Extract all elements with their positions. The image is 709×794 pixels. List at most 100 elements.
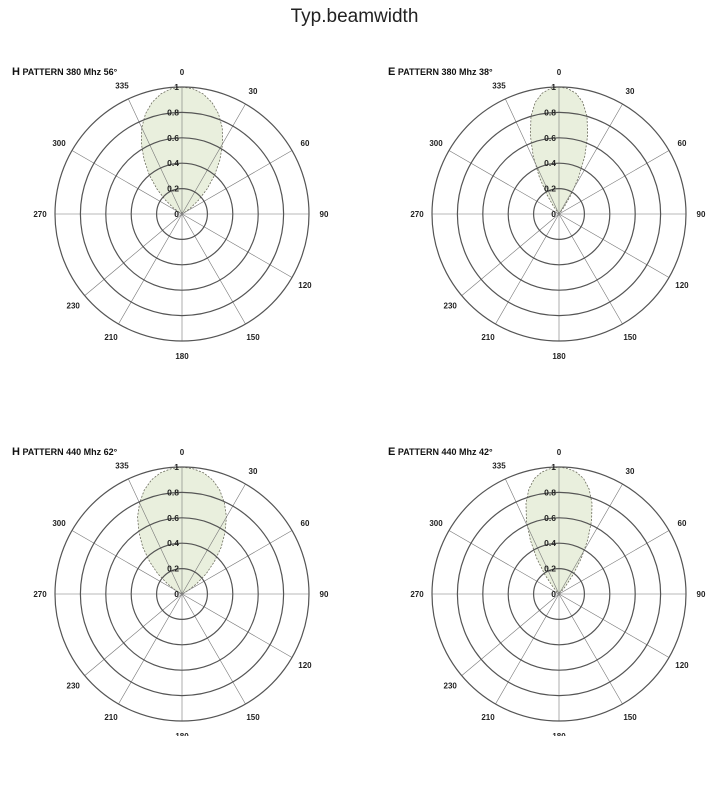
angle-label-60: 60 bbox=[301, 519, 310, 528]
angle-label-120: 120 bbox=[298, 281, 312, 290]
page-title: Typ.beamwidth bbox=[290, 6, 419, 27]
chart-title: E PATTERN 440 Mhz 42° bbox=[388, 446, 493, 458]
ring-1 bbox=[431, 86, 687, 342]
angle-label-0: 0 bbox=[557, 448, 562, 457]
polar-plot: 00.20.40.60.8103060901201501802102302703… bbox=[410, 68, 706, 361]
chart-title-prefix: E bbox=[388, 446, 396, 458]
ring-0.2 bbox=[156, 567, 209, 620]
spoke-300 bbox=[448, 530, 560, 595]
spoke-335 bbox=[128, 98, 183, 215]
spoke-60 bbox=[181, 150, 293, 215]
angle-label-30: 30 bbox=[626, 467, 635, 476]
spoke-230 bbox=[84, 213, 183, 296]
radial-tick-label: 0 bbox=[551, 589, 556, 599]
radial-tick-label: 1 bbox=[174, 82, 179, 92]
radial-tick-label: 0.4 bbox=[167, 158, 179, 168]
spoke-120 bbox=[558, 213, 670, 278]
ring-0.2 bbox=[533, 567, 586, 620]
spoke-210 bbox=[495, 213, 560, 325]
angle-label-30: 30 bbox=[626, 87, 635, 96]
polar-plot: 00.20.40.60.8103060901201501802102302703… bbox=[33, 68, 329, 361]
angle-label-270: 270 bbox=[410, 210, 424, 219]
spoke-300 bbox=[71, 150, 183, 215]
radial-tick-label: 0.8 bbox=[544, 487, 556, 497]
spoke-230 bbox=[461, 213, 560, 296]
angle-label-180: 180 bbox=[552, 352, 566, 361]
angle-label-300: 300 bbox=[429, 139, 443, 148]
chart-title-prefix: H bbox=[12, 446, 20, 458]
spoke-30 bbox=[558, 103, 623, 215]
angle-label-180: 180 bbox=[175, 352, 189, 361]
ring-0.8 bbox=[456, 491, 662, 697]
ring-0.6 bbox=[482, 137, 636, 291]
spoke-230 bbox=[84, 593, 183, 676]
spoke-210 bbox=[118, 593, 183, 705]
chart-title-text: PATTERN 380 Mhz 56° bbox=[22, 67, 118, 77]
spoke-300 bbox=[71, 530, 183, 595]
ring-0.6 bbox=[482, 517, 636, 671]
spoke-335 bbox=[505, 478, 560, 595]
angle-label-60: 60 bbox=[301, 139, 310, 148]
spoke-30 bbox=[558, 483, 623, 595]
chart-title-prefix: H bbox=[12, 66, 20, 78]
angle-label-300: 300 bbox=[52, 519, 66, 528]
angle-label-90: 90 bbox=[320, 590, 329, 599]
spoke-120 bbox=[181, 213, 293, 278]
chart-title-text: PATTERN 440 Mhz 62° bbox=[22, 447, 118, 457]
chart-title-text: PATTERN 440 Mhz 42° bbox=[397, 447, 493, 457]
angle-label-180: 180 bbox=[175, 732, 189, 736]
radial-tick-label: 1 bbox=[174, 462, 179, 472]
spoke-30 bbox=[181, 483, 246, 595]
angle-label-300: 300 bbox=[52, 139, 66, 148]
spoke-120 bbox=[181, 593, 293, 658]
radial-tick-label: 1 bbox=[551, 462, 556, 472]
angle-label-90: 90 bbox=[697, 590, 706, 599]
angle-label-150: 150 bbox=[246, 713, 260, 722]
ring-0.2 bbox=[156, 187, 209, 240]
spoke-335 bbox=[505, 98, 560, 215]
radial-tick-label: 1 bbox=[551, 82, 556, 92]
chart-title: E PATTERN 380 Mhz 38° bbox=[388, 66, 493, 78]
radial-tick-label: 0.6 bbox=[544, 513, 556, 523]
angle-label-335: 335 bbox=[492, 81, 506, 90]
angle-label-210: 210 bbox=[481, 333, 495, 342]
angle-label-120: 120 bbox=[675, 281, 689, 290]
radial-tick-label: 0.2 bbox=[167, 184, 179, 194]
angle-label-150: 150 bbox=[623, 333, 637, 342]
spoke-150 bbox=[181, 213, 246, 325]
angle-label-0: 0 bbox=[180, 68, 185, 77]
spoke-150 bbox=[558, 213, 623, 325]
spoke-150 bbox=[558, 593, 623, 705]
radial-tick-label: 0.6 bbox=[167, 513, 179, 523]
spoke-60 bbox=[558, 530, 670, 595]
angle-label-30: 30 bbox=[249, 467, 258, 476]
spoke-60 bbox=[558, 150, 670, 215]
radial-tick-label: 0.2 bbox=[544, 184, 556, 194]
ring-1 bbox=[54, 86, 310, 342]
radial-tick-label: 0.4 bbox=[544, 158, 556, 168]
radial-tick-label: 0.6 bbox=[167, 133, 179, 143]
polar-plot: 00.20.40.60.8103060901201501802102302703… bbox=[33, 448, 329, 736]
angle-label-230: 230 bbox=[67, 681, 81, 690]
ring-0.4 bbox=[130, 162, 234, 266]
angle-label-210: 210 bbox=[104, 713, 118, 722]
ring-0.6 bbox=[105, 517, 259, 671]
radial-tick-label: 0.4 bbox=[167, 538, 179, 548]
spoke-210 bbox=[118, 213, 183, 325]
ring-0.4 bbox=[507, 162, 611, 266]
angle-label-120: 120 bbox=[675, 661, 689, 670]
angle-label-90: 90 bbox=[320, 210, 329, 219]
chart-title-prefix: E bbox=[388, 66, 396, 78]
angle-label-60: 60 bbox=[678, 139, 687, 148]
chart-title-text: PATTERN 380 Mhz 38° bbox=[397, 67, 493, 77]
angle-label-60: 60 bbox=[678, 519, 687, 528]
radial-tick-label: 0 bbox=[174, 209, 179, 219]
radial-tick-label: 0.6 bbox=[544, 133, 556, 143]
angle-label-270: 270 bbox=[33, 590, 47, 599]
polar-chart-e-440: E PATTERN 440 Mhz 42° 0 0.2 0.4 0.6 0.8 1 0 30 6… bbox=[376, 446, 709, 794]
angle-label-30: 30 bbox=[249, 87, 258, 96]
angle-label-230: 230 bbox=[444, 301, 458, 310]
spoke-335 bbox=[128, 478, 183, 595]
ring-1 bbox=[54, 466, 310, 722]
ring-1 bbox=[431, 466, 687, 722]
